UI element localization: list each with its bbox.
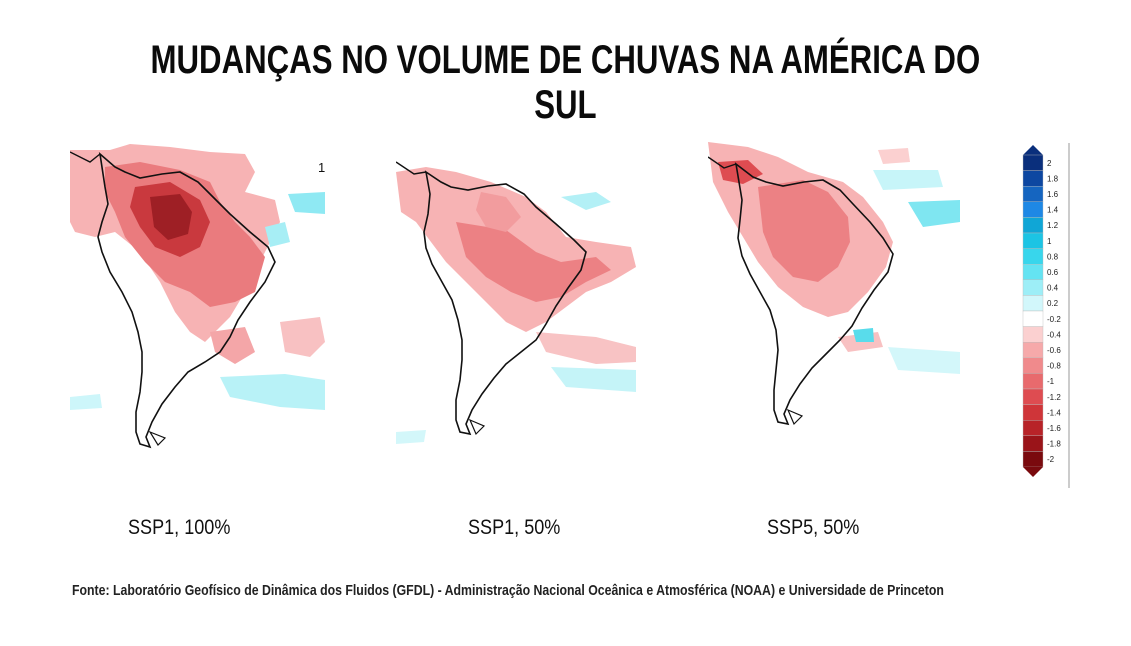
colorbar-swatch bbox=[1022, 295, 1044, 312]
colorbar-swatch bbox=[1022, 435, 1044, 452]
colorbar-swatch bbox=[1022, 404, 1044, 421]
colorbar: 2 1.8 1.6 1.4 1.2 1 0.8 0.6 0.4 0.2 -0.2 -0.4 -0.6 -0… bbox=[1013, 143, 1073, 493]
map-corner-label: 1 bbox=[318, 160, 326, 175]
colorbar-swatch bbox=[1022, 420, 1044, 437]
colorbar-tick-label: -0.8 bbox=[1047, 362, 1061, 371]
colorbar-swatch bbox=[1022, 326, 1044, 343]
map-ssp1-50 bbox=[396, 161, 636, 444]
colorbar-swatch bbox=[1022, 232, 1044, 249]
colorbar-tick-label: 1.6 bbox=[1047, 190, 1059, 199]
anomaly-wet bbox=[551, 367, 636, 392]
colorbar-tick-label: 0.8 bbox=[1047, 252, 1059, 261]
colorbar-tick-label: -1 bbox=[1047, 377, 1055, 386]
anomaly-dry-patch bbox=[280, 317, 325, 357]
colorbar-tick-label: 2 bbox=[1047, 159, 1052, 168]
anomaly-dry-patch bbox=[878, 148, 910, 164]
colorbar-tick-label: 1.4 bbox=[1047, 206, 1059, 215]
anomaly-wet bbox=[908, 200, 960, 227]
colorbar-tick-label: 1.2 bbox=[1047, 221, 1059, 230]
anomaly-wet bbox=[561, 192, 611, 210]
colorbar-swatch bbox=[1022, 170, 1044, 187]
colorbar-tick-label: -1.6 bbox=[1047, 424, 1061, 433]
central-america-coast bbox=[70, 151, 101, 163]
colorbar-tick-label: 0.6 bbox=[1047, 268, 1059, 277]
caption-ssp1-50: SSP1, 50% bbox=[468, 516, 561, 539]
colorbar-swatch bbox=[1022, 201, 1044, 218]
colorbar-tick-label: -0.4 bbox=[1047, 330, 1061, 339]
colorbar-tick-label: -0.6 bbox=[1047, 346, 1061, 355]
colorbar-min-arrow bbox=[1023, 467, 1043, 477]
colorbar-tick-label: 1 bbox=[1047, 237, 1052, 246]
colorbar-swatch bbox=[1022, 248, 1044, 265]
colorbar-swatch bbox=[1022, 186, 1044, 203]
map-ssp5-50 bbox=[708, 142, 960, 426]
colorbar-max-arrow bbox=[1023, 145, 1043, 155]
anomaly-wet bbox=[873, 170, 943, 190]
colorbar-swatch bbox=[1022, 341, 1044, 358]
colorbar-swatch bbox=[1022, 388, 1044, 405]
anomaly-dry-patch bbox=[536, 332, 636, 364]
colorbar-swatch bbox=[1022, 217, 1044, 234]
colorbar-swatch bbox=[1022, 263, 1044, 280]
anomaly-dry-patch bbox=[210, 327, 255, 364]
colorbar-swatch bbox=[1022, 357, 1044, 374]
colorbar-swatch bbox=[1022, 451, 1044, 468]
colorbar-swatch bbox=[1022, 373, 1044, 390]
tierra-del-fuego bbox=[786, 408, 804, 426]
colorbar-swatch bbox=[1022, 310, 1044, 327]
colorbar-tick-label: -2 bbox=[1047, 455, 1055, 464]
anomaly-wet bbox=[70, 394, 102, 410]
coastline bbox=[97, 151, 276, 449]
map-panel-ssp1-50 bbox=[396, 142, 641, 452]
colorbar-tick-label: -1.8 bbox=[1047, 440, 1061, 449]
coastline bbox=[423, 170, 587, 436]
colorbar-svg: 2 1.8 1.6 1.4 1.2 1 0.8 0.6 0.4 0.2 -0.2 -0.4 -0.6 -0… bbox=[1022, 143, 1070, 488]
anomaly-wet bbox=[288, 192, 325, 214]
central-america-coast bbox=[396, 161, 427, 175]
anomaly-dry-medium bbox=[758, 180, 850, 282]
caption-ssp5-50: SSP5, 50% bbox=[767, 516, 860, 539]
tierra-del-fuego bbox=[148, 430, 167, 446]
central-america-coast bbox=[708, 156, 737, 169]
map-panel-ssp1-100: 1 bbox=[70, 142, 325, 472]
map-ssp1-100 bbox=[70, 144, 325, 449]
colorbar-tick-label: 0.4 bbox=[1047, 284, 1059, 293]
anomaly-wet bbox=[853, 328, 874, 342]
anomaly-wet bbox=[220, 374, 325, 410]
colorbar-tick-label: 0.2 bbox=[1047, 299, 1059, 308]
anomaly-dry-extreme bbox=[150, 194, 192, 240]
colorbar-swatch bbox=[1022, 154, 1044, 171]
source-note: Fonte: Laboratório Geofísico de Dinâmica… bbox=[72, 582, 944, 599]
colorbar-tick-label: -0.2 bbox=[1047, 315, 1061, 324]
caption-ssp1-100: SSP1, 100% bbox=[128, 516, 231, 539]
chart-title: MUDANÇAS NO VOLUME DE CHUVAS NA AMÉRICA … bbox=[150, 38, 981, 127]
colorbar-tick-label: -1.4 bbox=[1047, 408, 1061, 417]
colorbar-tick-label: 1.8 bbox=[1047, 174, 1059, 183]
anomaly-wet bbox=[888, 347, 960, 374]
anomaly-wet bbox=[265, 222, 290, 247]
colorbar-swatch bbox=[1022, 279, 1044, 296]
anomaly-dry-medium bbox=[476, 192, 521, 232]
tierra-del-fuego bbox=[468, 418, 486, 436]
anomaly-wet bbox=[396, 430, 426, 444]
coastline bbox=[734, 162, 894, 426]
map-panel-ssp5-50 bbox=[708, 142, 960, 447]
colorbar-tick-label: -1.2 bbox=[1047, 393, 1061, 402]
